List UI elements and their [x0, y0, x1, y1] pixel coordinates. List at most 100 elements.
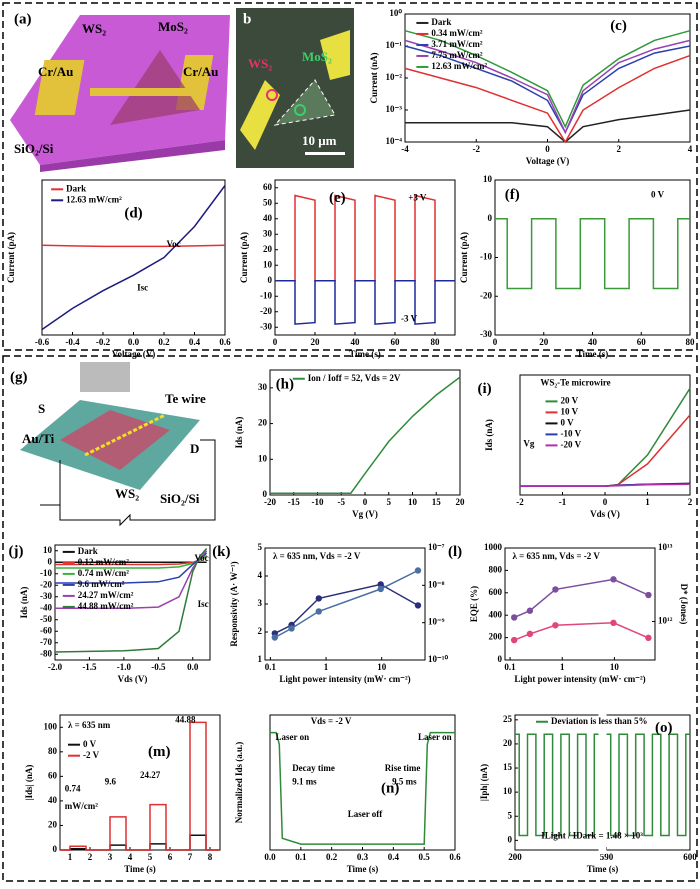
x-tick-label: -2 [516, 497, 524, 507]
x-axis-label: Light power intensity (mW· cm⁻²) [514, 674, 645, 684]
legend-label: Dark [66, 183, 86, 193]
annotation: Isc [137, 283, 148, 293]
y-axis-label: Current (pA) [6, 232, 16, 283]
y-tick-label: 10⁻² [386, 72, 403, 82]
plot-frame [54, 544, 211, 661]
x-tick-label: 5 [148, 852, 153, 862]
y-tick-label: 60 [48, 770, 58, 780]
x-tick-label: -0.6 [35, 337, 50, 347]
x-tick-label: 5 [387, 497, 392, 507]
y-tick-label: 0 [488, 213, 493, 223]
label: S [38, 401, 45, 416]
y-tick-label: 5 [508, 810, 513, 820]
y-tick-label: -80 [40, 648, 52, 658]
label: Au/Ti [22, 431, 55, 446]
x-tick-label: 2 [688, 497, 693, 507]
y-axis-label: Current (pA) [459, 232, 469, 283]
point [414, 567, 422, 574]
x-tick-label: -15 [288, 497, 300, 507]
y-tick-label: 0 [263, 489, 268, 499]
y2-tick-label: 10¹² [658, 616, 673, 626]
point [414, 602, 422, 609]
y-tick-label: 50 [263, 197, 273, 207]
series-line [495, 218, 690, 290]
series-line [513, 622, 649, 641]
x-tick-label: 0.2 [326, 852, 338, 862]
point [510, 636, 518, 644]
series-line [515, 733, 690, 837]
y-tick-label: 15 [503, 762, 513, 772]
x-tick-label: 80 [431, 337, 441, 347]
x-tick-label: 1 [324, 662, 329, 672]
y-tick-label: 10 [43, 545, 53, 555]
flake [110, 50, 200, 125]
y-tick-label: 20 [503, 738, 513, 748]
point [288, 625, 295, 632]
series-line [404, 45, 691, 135]
series-line [54, 548, 208, 653]
y-tick-label: 10 [263, 259, 273, 269]
annotation: Vds = -2 V [311, 716, 352, 726]
marker [294, 104, 306, 116]
y-tick-label: -10 [480, 252, 492, 262]
label: WS₂ [115, 486, 139, 501]
axis-break [598, 711, 607, 719]
scale-bar [305, 152, 345, 155]
legend-label: 20 V [561, 395, 579, 405]
x-tick-label: 60 [391, 337, 401, 347]
x-tick-label: 2 [88, 852, 93, 862]
y-tick-label: -10 [40, 568, 52, 578]
y-tick-label: 200 [489, 632, 503, 642]
y-axis-label: EQE (%) [469, 586, 479, 622]
y2-tick-label: 10⁻⁷ [428, 542, 445, 552]
plot-frame [269, 369, 461, 496]
point [510, 614, 518, 621]
axis-break [598, 846, 607, 854]
panel-label: (j) [9, 543, 24, 559]
x-tick-label: -1.5 [82, 662, 97, 672]
x-axis-label: Light power intensity (mW· cm⁻²) [279, 674, 410, 684]
panel-label: (d) [124, 206, 142, 222]
annotation: Laser on [276, 732, 310, 742]
legend-label: 3.71 mW/cm² [431, 39, 482, 49]
annotation: mW/cm² [65, 801, 98, 811]
legend-label: 0 V [561, 417, 575, 427]
series-line [270, 376, 461, 494]
x-tick-label: -20 [264, 497, 276, 507]
y-tick-label: 20 [263, 244, 273, 254]
legend-label: 7.75 mW/cm² [431, 50, 482, 60]
x-tick-label: 80 [686, 337, 696, 347]
x-tick-label: 3 [108, 852, 113, 862]
y-tick-label: -30 [40, 591, 52, 601]
x-tick-label: 0.1 [265, 662, 277, 672]
panel-label: (a) [14, 11, 32, 27]
x-tick-label: 0.3 [357, 852, 369, 862]
y-tick-label: 10 [258, 453, 268, 463]
label: MoS₂ [158, 19, 188, 34]
y2-axis-label: D* (Jones) [679, 584, 689, 625]
point [552, 622, 559, 629]
flake [273, 79, 336, 126]
x-tick-label: 40 [351, 337, 361, 347]
series-line [405, 109, 691, 143]
x-tick-label: 20 [311, 337, 321, 347]
pad [34, 60, 85, 115]
series-line [270, 731, 455, 845]
x-tick-label: 0 [363, 497, 368, 507]
legend-label: 9.6 mW/cm² [78, 579, 125, 589]
legend-label: 24.27 mW/cm² [78, 590, 134, 600]
x-axis-label: Vds (V) [590, 509, 620, 519]
y-tick-label: -10 [260, 290, 272, 300]
y-tick-label: 3 [258, 598, 263, 608]
y-tick-label: 2 [258, 626, 263, 636]
legend-label: 0.74 mW/cm² [78, 568, 129, 578]
substrate-edge [40, 140, 225, 172]
x-tick-label: 4 [688, 144, 693, 154]
y-tick-label: -50 [40, 614, 52, 624]
panel-label: (c) [610, 18, 627, 34]
point [610, 619, 617, 627]
y2-tick-label: 10⁻⁹ [428, 617, 445, 627]
pad [240, 80, 280, 150]
legend-label: 44.88 mW/cm² [78, 601, 134, 611]
y-tick-label: 40 [263, 213, 273, 223]
